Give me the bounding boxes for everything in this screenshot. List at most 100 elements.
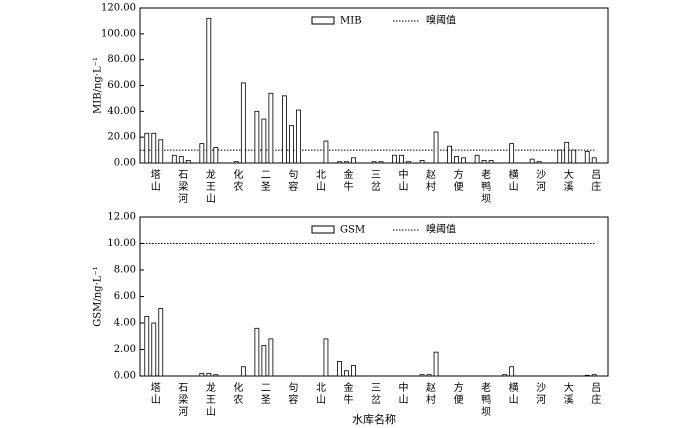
y-tick-label: 2.00: [114, 344, 136, 355]
bar: [474, 154, 480, 164]
x-tick-label: 横山: [506, 168, 518, 193]
bar: [447, 145, 452, 164]
plot-frame: [139, 216, 609, 377]
legend-label: MIB: [340, 16, 362, 27]
x-tick-label: 句容: [286, 381, 298, 406]
x-tick-label: 北山: [313, 169, 325, 193]
bar: [282, 95, 287, 164]
x-tick-label: 三岔: [369, 169, 381, 193]
bar: [461, 157, 466, 164]
bar: [323, 338, 329, 377]
y-tick-label: 0.00: [114, 158, 136, 169]
bar: [564, 141, 570, 164]
bar: [419, 160, 425, 164]
bar: [509, 366, 515, 377]
x-tick-label: 石梁河: [176, 169, 188, 205]
bar: [323, 140, 329, 164]
x-tick-label: 二圣: [258, 169, 270, 193]
x-tick-label: 金牛: [341, 168, 353, 193]
x-tick-label: 大溪: [561, 168, 573, 193]
x-tick-label: 横山: [506, 381, 518, 406]
y-tick-label: 100.00: [101, 28, 136, 39]
y-tick-label: 60.00: [107, 80, 136, 91]
bar: [158, 139, 164, 164]
bar: [261, 345, 267, 377]
bar: [584, 374, 590, 377]
bar: [144, 315, 150, 377]
bar: [261, 118, 267, 164]
bar: [144, 132, 150, 164]
x-tick-label: 吕庄: [589, 382, 601, 406]
bar: [571, 149, 577, 164]
x-tick-label: 方便: [451, 381, 463, 406]
x-tick-label: 塔山: [148, 381, 160, 406]
bar: [584, 150, 590, 164]
y-tick-label: 10.00: [107, 238, 136, 249]
bar: [351, 364, 356, 377]
legend-swatch: [311, 225, 335, 234]
x-tick-label: 老鸭坝: [479, 168, 491, 205]
bar: [213, 147, 219, 164]
bar: [488, 160, 494, 164]
bar: [509, 143, 515, 164]
bar: [233, 161, 239, 164]
bar: [151, 322, 157, 377]
x-tick-label: 方便: [451, 168, 463, 193]
y-axis-title: MIB/ng·L⁻¹: [93, 57, 104, 114]
bar: [536, 161, 542, 164]
bar: [591, 374, 597, 377]
y-tick-label: 80.00: [107, 54, 136, 65]
x-tick-label: 龙王山: [203, 381, 215, 418]
x-tick-label: 塔山: [148, 168, 160, 193]
bar: [240, 366, 246, 377]
bar: [268, 338, 274, 377]
bar: [151, 132, 157, 164]
legend-label: 嗅阈值: [426, 14, 456, 27]
bar: [419, 374, 425, 377]
x-tick-label: 北山: [313, 382, 325, 406]
bar: [254, 327, 260, 377]
bar: [206, 372, 212, 377]
bar: [254, 110, 260, 164]
bar: [178, 156, 184, 164]
bar: [529, 158, 535, 164]
x-tick-label: 化农: [231, 168, 243, 193]
bar: [185, 160, 191, 164]
bar: [591, 157, 597, 164]
y-tick-label: 6.00: [114, 291, 136, 302]
legend-label: GSM: [340, 225, 365, 236]
legend-label: 嗅阈值: [426, 223, 456, 236]
bar: [481, 160, 487, 164]
bar: [399, 154, 404, 164]
x-tick-label: 中山: [396, 168, 408, 193]
bar: [337, 161, 342, 164]
y-tick-label: 0.00: [114, 371, 136, 382]
x-tick-label: 沙河: [534, 382, 546, 406]
bar: [557, 149, 563, 164]
bar: [351, 157, 356, 164]
bar: [454, 156, 459, 164]
bar: [344, 161, 349, 164]
x-tick-label: 赵村: [424, 381, 436, 406]
y-tick-label: 12.00: [107, 212, 136, 223]
x-tick-label: 中山: [396, 381, 408, 406]
bar: [199, 372, 205, 377]
bar: [296, 109, 301, 164]
x-tick-label: 金牛: [341, 381, 353, 406]
bar: [371, 161, 377, 164]
bar: [171, 154, 177, 164]
x-tick-label: 石梁河: [176, 382, 188, 418]
bar: [206, 17, 212, 164]
bar: [392, 154, 397, 164]
legend-swatch: [311, 16, 335, 25]
bar: [433, 131, 439, 164]
bar: [240, 82, 246, 164]
y-axis-title: GSM/ng·L⁻¹: [93, 266, 104, 326]
x-tick-label: 二圣: [258, 382, 270, 406]
x-tick-label: 句容: [286, 168, 298, 193]
bar: [344, 370, 349, 377]
bar: [158, 308, 164, 377]
y-tick-label: 20.00: [107, 132, 136, 143]
